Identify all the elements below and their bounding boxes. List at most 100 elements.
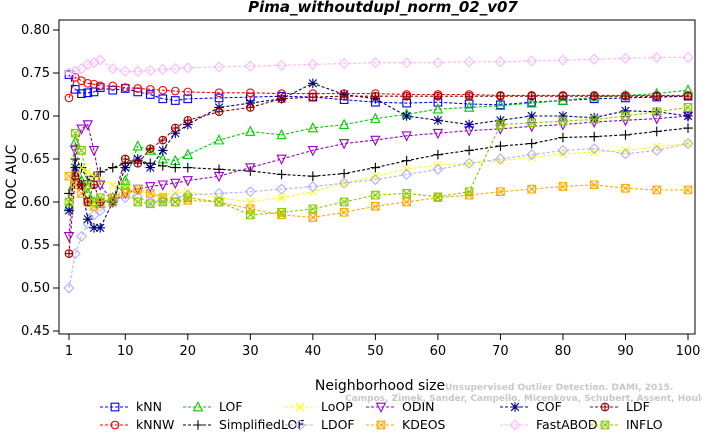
data-point-ldf [145,144,155,154]
data-point-fastabod [338,57,350,70]
data-point-lof [338,118,350,129]
data-point-knnw [83,78,93,88]
data-point-simplifiedlof [464,145,474,156]
data-point-loop [108,180,117,189]
legend-item-cof: COF [500,399,562,414]
data-point-fastabod [682,51,694,64]
data-point-simplifiedlof [589,131,600,142]
data-point-knn [83,88,93,98]
data-point-inflo [170,197,180,207]
data-point-fastabod [63,67,75,79]
legend-marker-lof [192,400,204,412]
data-point-ldf [158,135,168,145]
series-line-fastabod [68,56,688,74]
legend-label-lof: LOF [219,399,243,414]
data-point-cof [620,106,631,116]
data-point-ldof [526,149,538,161]
data-point-loop [558,149,568,159]
data-point-ldof [369,174,381,186]
legend-item-inflo: INFLO [590,417,663,432]
data-point-inflo [77,146,86,155]
data-point-simplifiedlof [558,132,568,143]
x-tick-label: 30 [242,344,259,359]
data-point-simplifiedlof [95,167,106,177]
data-point-ldf [527,91,537,101]
data-point-cof [70,162,81,173]
watermark-line2: Campos, Zimek, Sander, Campello, Micenko… [345,394,702,404]
series-line-ldof [68,142,689,289]
legend-marker-simplifiedlof [193,420,203,430]
chart-title: Pima_withoutdupl_norm_02_v07 [248,0,518,16]
series-inflo [64,103,693,220]
data-point-odin [307,146,319,157]
data-point-fastabod [557,54,569,66]
legend-label-knn: kNN [136,399,162,414]
legend-item-odin: ODIN [366,399,435,414]
legend-marker-kdeos [376,420,386,430]
legend-item-loop: LoOP [285,399,353,414]
data-point-odin [145,182,156,193]
x-tick-label: 1 [65,344,73,359]
data-point-simplifiedlof [182,162,193,173]
data-point-ldof [63,282,75,294]
data-point-kdeos [339,207,349,217]
data-point-kdeos [527,184,537,194]
legend-label-odin: ODIN [402,399,435,414]
data-point-ldf [133,158,143,168]
data-point-ldf [496,91,505,101]
data-point-inflo [120,180,130,190]
data-point-kdeos [652,185,662,195]
data-point-loop [371,172,380,181]
data-point-inflo [652,107,662,117]
legend-marker-fastabod [509,419,521,431]
legend-label-loop: LoOP [321,399,353,414]
data-point-lof [145,144,156,155]
data-point-kdeos [64,171,74,181]
data-point-knnw [64,93,74,103]
data-point-knn [183,94,193,104]
data-point-ldf [277,94,286,104]
data-point-inflo [464,187,474,197]
y-tick-label: 0.70 [21,109,50,124]
y-tick-label: 0.80 [21,23,50,38]
x-tick-label: 50 [367,344,384,359]
legend-item-lof: LOF [183,399,243,414]
data-point-fastabod [432,57,444,69]
data-point-inflo [589,115,599,124]
data-point-simplifiedlof [370,162,381,173]
data-point-lof [182,148,193,160]
data-point-ldf [621,91,630,101]
data-point-knnw [95,81,105,91]
x-axis-label: Neighborhood size [315,378,445,394]
y-tick-label: 0.45 [21,324,50,339]
data-point-odin [401,131,412,142]
data-point-knn [158,94,168,104]
data-point-inflo [371,190,380,200]
legend-label-kdeos: KDEOS [402,417,446,432]
data-point-ldf [683,91,693,101]
data-point-ldf [170,123,180,133]
data-point-lof [245,125,256,136]
data-point-lof [307,122,319,133]
x-tick-label: 20 [180,344,197,359]
data-point-ldof [494,153,507,165]
data-point-fastabod [463,56,475,68]
data-point-fastabod [169,63,181,75]
data-point-ldof [557,144,569,156]
legend-label-cof: COF [536,399,562,414]
data-point-odin [63,232,75,243]
data-point-inflo [683,103,693,112]
data-point-simplifiedlof [157,161,168,171]
data-point-cof [157,145,168,156]
legend-marker-knn [110,402,120,412]
data-point-knnw [89,79,99,89]
data-point-cof [683,111,693,121]
data-point-fastabod [119,65,131,77]
legend-marker-cof [510,402,520,412]
data-point-inflo [308,204,318,214]
data-point-knnw [158,85,168,95]
data-point-ldf [371,91,380,101]
data-point-odin [213,171,225,183]
x-tick-label: 100 [676,344,701,359]
